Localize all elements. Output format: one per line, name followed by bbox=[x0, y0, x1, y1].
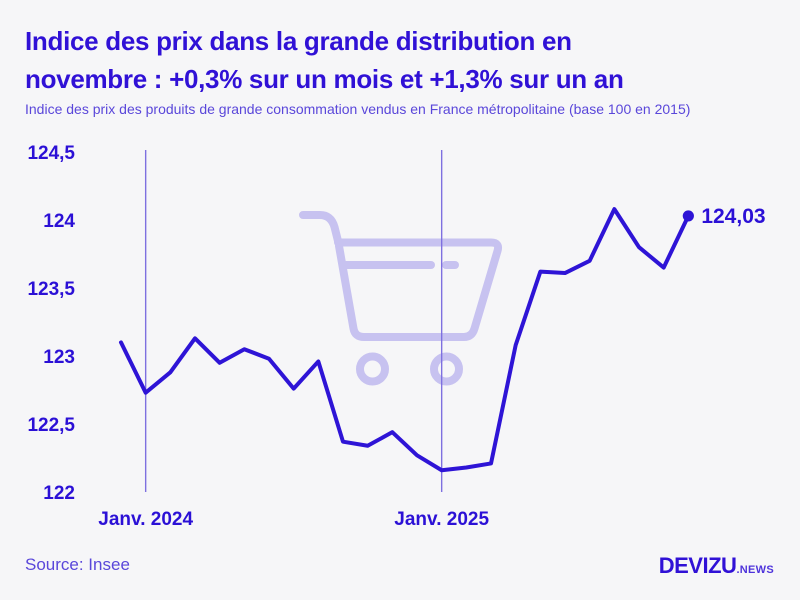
data-series: 124,03 bbox=[119, 205, 766, 473]
reference-lines bbox=[144, 150, 443, 492]
x-axis-labels: Janv. 2024 Janv. 2025 bbox=[98, 509, 489, 530]
source-credit: Source: Insee bbox=[25, 555, 130, 574]
price-series-line bbox=[119, 207, 691, 473]
page-title: Indice des prix dans la grande distribut… bbox=[25, 22, 765, 98]
y-axis-tick-label: 123,5 bbox=[27, 279, 75, 300]
y-axis-labels: 124,5 124 123,5 123 122,5 122 bbox=[27, 143, 75, 504]
brand-logo: DEVIZU .NEWS bbox=[659, 553, 774, 579]
title-line-1: Indice des prix dans la grande distribut… bbox=[25, 26, 572, 56]
latest-point-marker bbox=[682, 210, 694, 222]
cart-wheel-left bbox=[356, 352, 389, 386]
latest-value-label: 124,03 bbox=[701, 205, 765, 228]
cart-handle bbox=[299, 211, 342, 245]
y-axis-tick-label: 122,5 bbox=[27, 415, 75, 436]
shopping-cart-icon bbox=[299, 211, 503, 386]
logo-news-suffix: .NEWS bbox=[736, 564, 774, 576]
cart-wheel-right bbox=[430, 352, 463, 386]
x-axis-label: Janv. 2024 bbox=[98, 509, 193, 530]
cart-basket bbox=[334, 238, 503, 341]
y-axis-tick-label: 122 bbox=[43, 483, 75, 504]
x-axis-label: Janv. 2025 bbox=[394, 509, 489, 530]
y-axis-tick-label: 124 bbox=[43, 211, 75, 232]
logo-devizu-text: DEVIZU bbox=[658, 553, 737, 578]
y-axis-tick-label: 123 bbox=[43, 347, 75, 368]
title-line-2: novembre : +0,3% sur un mois et +1,3% su… bbox=[25, 64, 624, 94]
chart-subtitle: Indice des prix des produits de grande c… bbox=[25, 101, 691, 117]
y-axis-tick-label: 124,5 bbox=[27, 143, 75, 164]
